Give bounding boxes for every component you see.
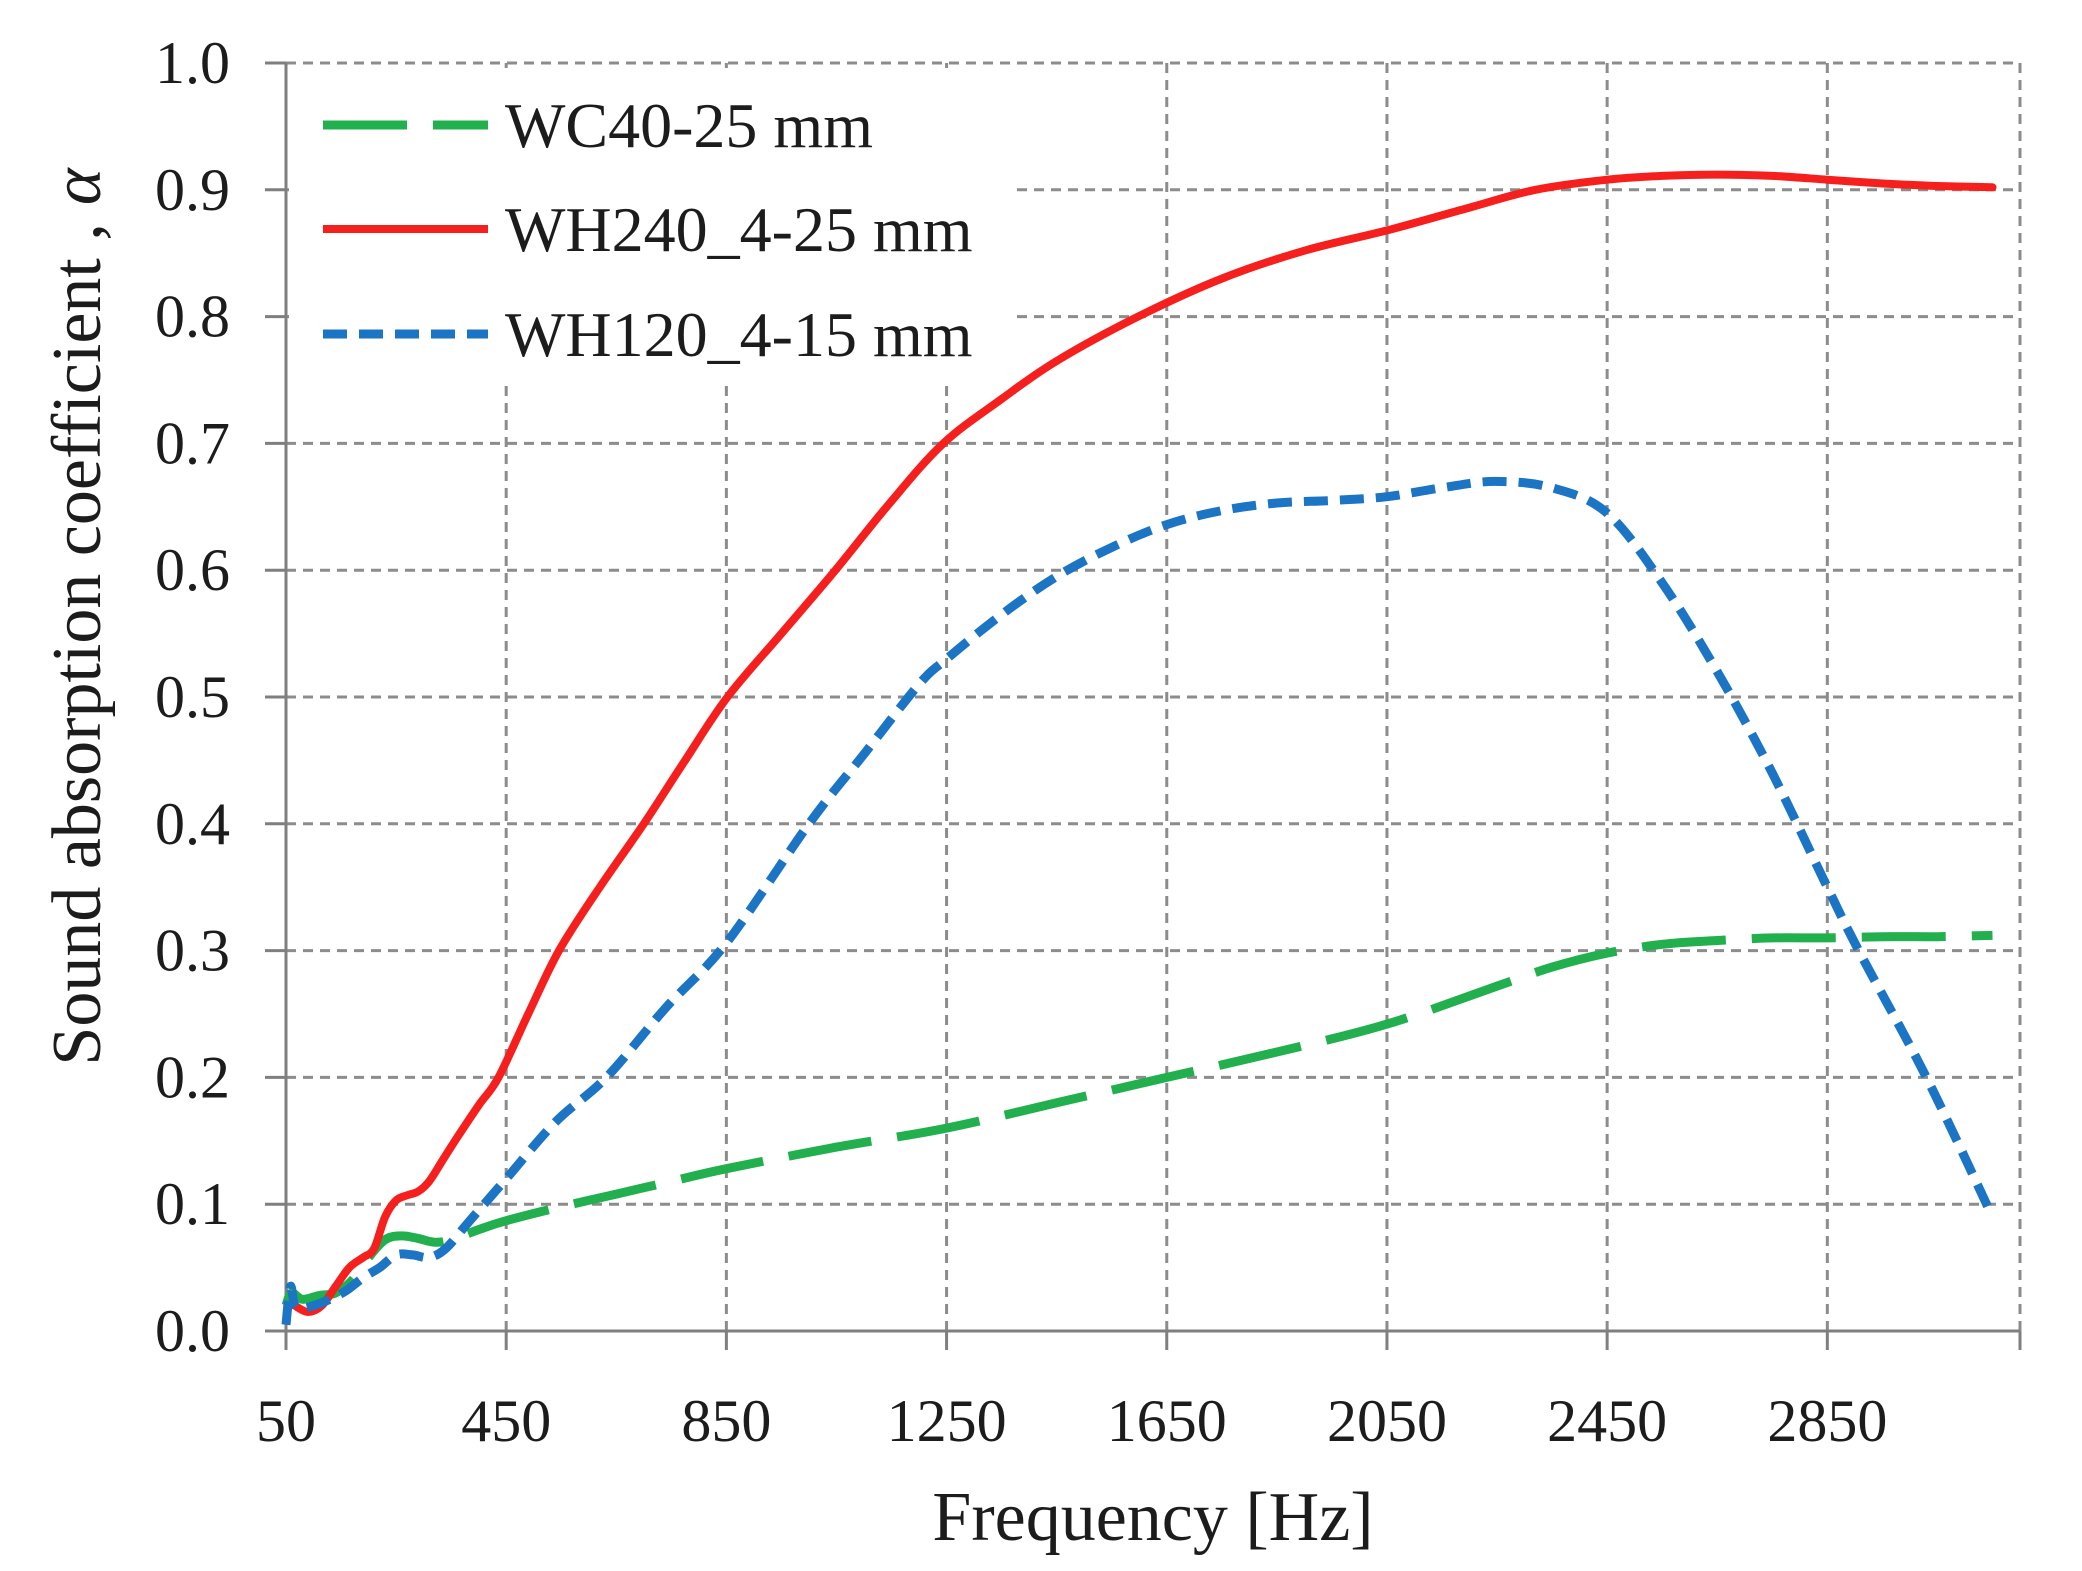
y-tick-label: 0.6: [155, 537, 230, 603]
y-tick-label: 0.3: [155, 918, 230, 984]
axes: [265, 61, 2022, 1350]
y-tick-label: 0.8: [155, 284, 230, 350]
x-tick-label: 50: [256, 1388, 316, 1454]
y-tick-label: 1.0: [155, 30, 230, 96]
legend: WC40-25 mm WH240_4-25 mm WH120_4-15 mm: [289, 68, 1010, 384]
y-tick-label: 0.9: [155, 157, 230, 223]
legend-label-wh120: WH120_4-15 mm: [505, 299, 973, 370]
y-tick-label: 0.1: [155, 1171, 230, 1237]
data-series: [281, 170, 1997, 1326]
legend-label-wh240: WH240_4-25 mm: [505, 194, 973, 265]
series-line-wh120-4-15-mm: [281, 476, 1997, 1326]
x-tick-label: 850: [681, 1388, 771, 1454]
y-tick-label: 0.7: [155, 410, 230, 476]
legend-entry-wh240: WH240_4-25 mm: [323, 194, 973, 265]
legend-entry-wc40: WC40-25 mm: [323, 90, 873, 161]
y-tick-label: 0.2: [155, 1044, 230, 1110]
x-axis-title: Frequency [Hz]: [932, 1479, 1373, 1556]
y-axis-title-symbol: α: [39, 167, 116, 205]
y-tick-label: 0.0: [155, 1298, 230, 1364]
y-axis-title-text: Sound absorption coefficient ,: [39, 223, 116, 1065]
x-tick-label: 450: [461, 1388, 551, 1454]
x-tick-label: 2050: [1327, 1388, 1447, 1454]
y-tick-label: 0.4: [155, 791, 230, 857]
series-line-wh240-4-25-mm: [290, 170, 1997, 1316]
x-tick-label: 1250: [887, 1388, 1007, 1454]
x-tick-label: 2850: [1767, 1388, 1887, 1454]
y-tick-label: 0.5: [155, 664, 230, 730]
tick-labels: 0.0 0.1 0.2 0.3 0.4 0.5 0.6 0.7 0.8 0.9 1.0 50 450 85…: [155, 30, 1887, 1454]
legend-label-wc40: WC40-25 mm: [505, 90, 873, 161]
series-line-wc40-25-mm: [281, 930, 1993, 1308]
x-tick-label: 2450: [1547, 1388, 1667, 1454]
legend-entry-wh120: WH120_4-15 mm: [323, 299, 973, 370]
x-tick-label: 1650: [1107, 1388, 1227, 1454]
y-axis-title: Sound absorption coefficient , α: [39, 167, 116, 1065]
